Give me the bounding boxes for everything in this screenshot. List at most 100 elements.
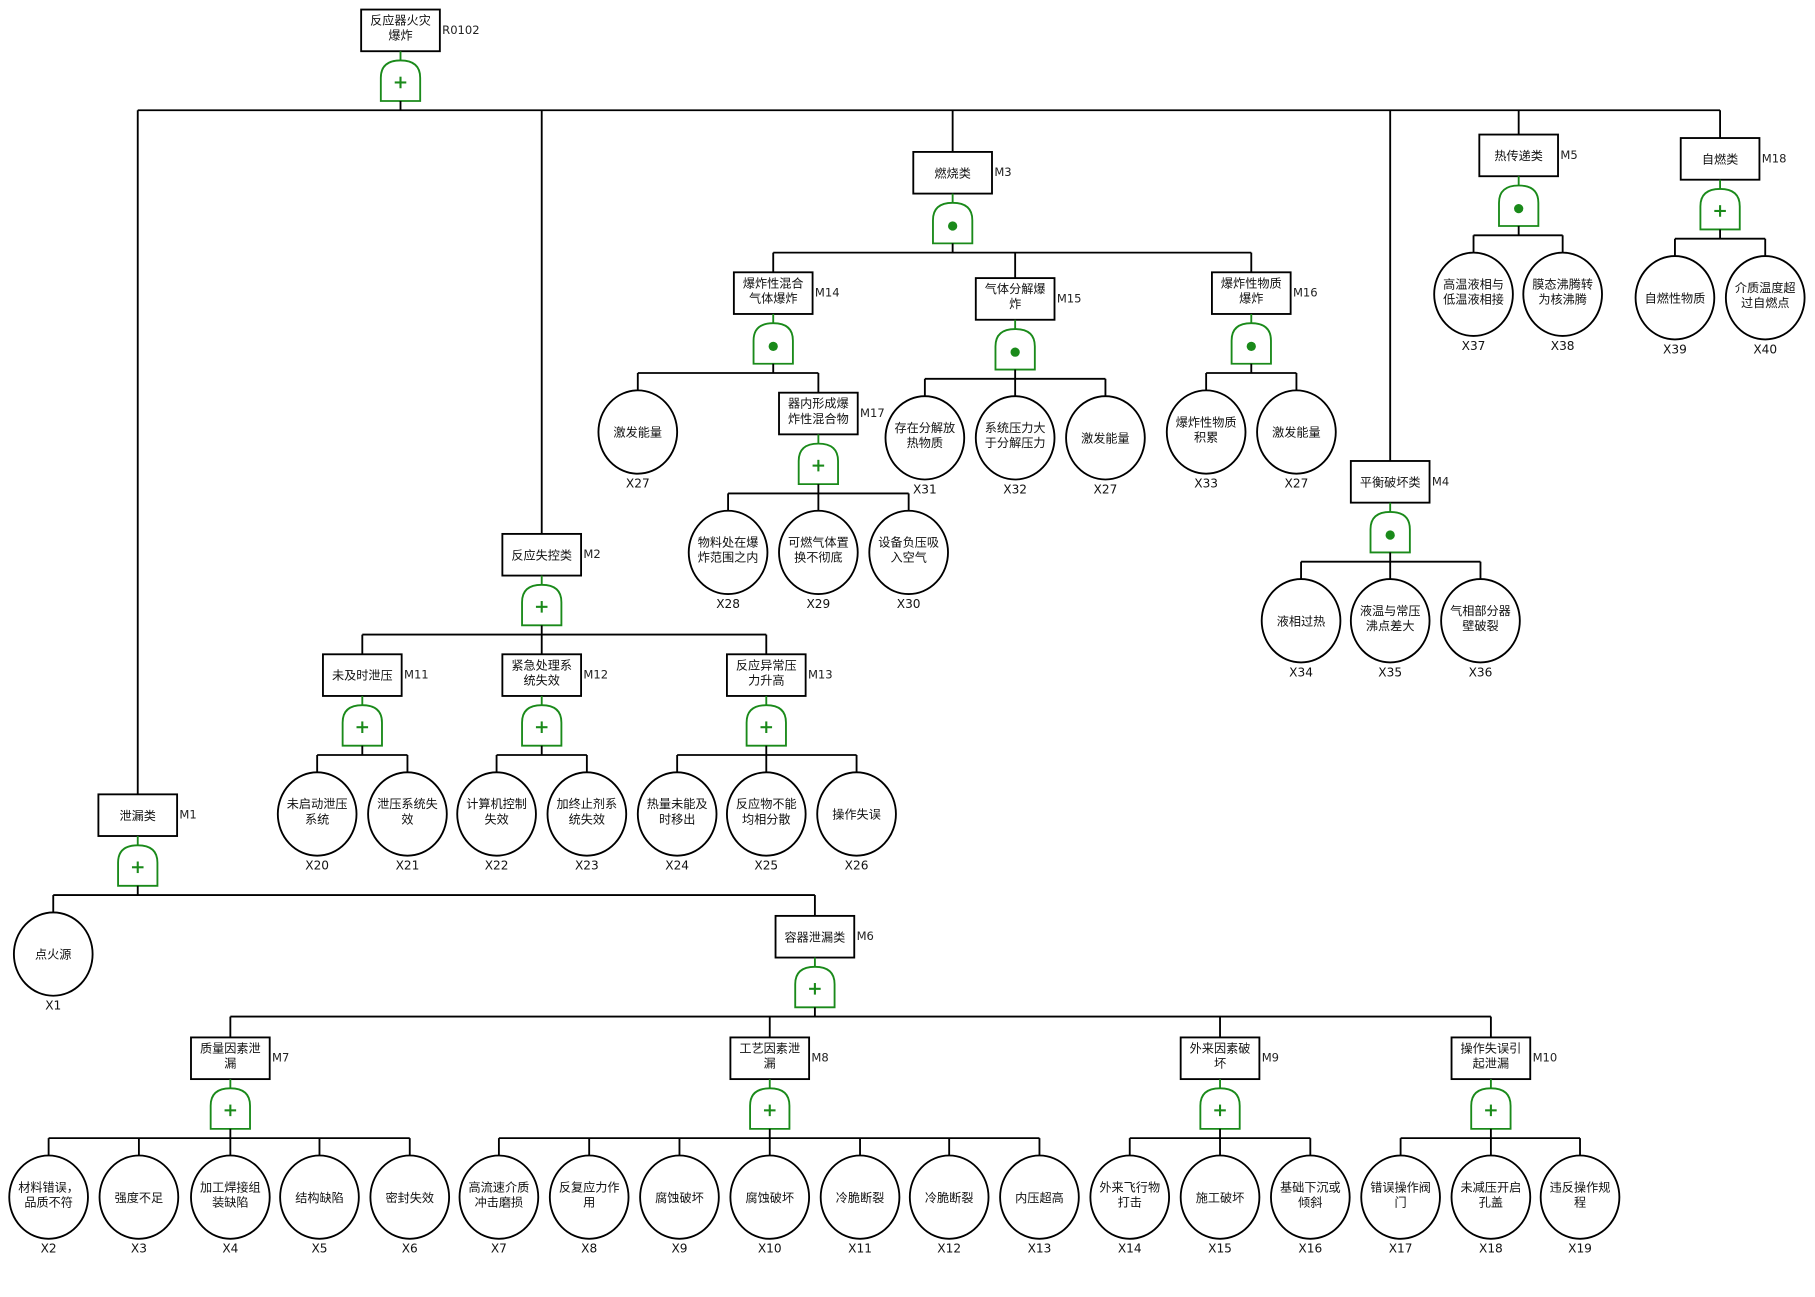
event-box[interactable]: [501, 532, 583, 577]
basic-event-circle[interactable]: [868, 509, 949, 596]
basic-event-X26[interactable]: 操作失误 X26: [816, 754, 897, 873]
basic-event-circle[interactable]: [369, 1154, 451, 1240]
basic-event-circle[interactable]: [999, 1154, 1080, 1240]
basic-event-X15[interactable]: 施工破坏 X15: [1179, 1138, 1261, 1256]
basic-event-circle[interactable]: [729, 1154, 811, 1240]
basic-event-circle[interactable]: [1349, 578, 1431, 664]
event-box[interactable]: [1478, 133, 1559, 178]
basic-event-circle[interactable]: [12, 911, 94, 997]
basic-event-circle[interactable]: [1634, 255, 1716, 341]
basic-event-X2[interactable]: 材料错误，品质不符 X2: [8, 1138, 89, 1256]
basic-event-circle[interactable]: [819, 1154, 901, 1240]
basic-event-circle[interactable]: [726, 771, 807, 857]
basic-event-circle[interactable]: [1260, 578, 1342, 664]
basic-event-X39[interactable]: 自燃性物质 X39: [1634, 238, 1716, 357]
basic-event-circle[interactable]: [1065, 395, 1146, 481]
event-box[interactable]: [774, 914, 856, 959]
basic-event-X9[interactable]: 腐蚀破坏 X9: [639, 1138, 720, 1256]
basic-event-X3[interactable]: 强度不足 X3: [98, 1138, 180, 1256]
basic-event-X12[interactable]: 冷脆断裂 X12: [908, 1138, 990, 1256]
intermediate-event-M5[interactable]: 热传递类 M5: [1473, 110, 1578, 237]
intermediate-event-M4[interactable]: 平衡破坏类 M4: [1301, 110, 1481, 563]
basic-event-circle[interactable]: [190, 1154, 271, 1240]
basic-event-circle[interactable]: [1089, 1154, 1171, 1240]
basic-event-circle[interactable]: [908, 1154, 990, 1240]
basic-event-circle[interactable]: [597, 389, 679, 475]
basic-event-X11[interactable]: 冷脆断裂 X11: [819, 1138, 901, 1256]
basic-event-X34[interactable]: 液相过热 X34: [1260, 561, 1342, 680]
intermediate-event-M2[interactable]: 反应失控类 M2: [362, 110, 767, 636]
basic-event-circle[interactable]: [636, 771, 718, 857]
basic-event-circle[interactable]: [548, 1154, 630, 1240]
basic-event-circle[interactable]: [1440, 578, 1521, 664]
basic-event-circle[interactable]: [456, 771, 537, 857]
basic-event-circle[interactable]: [1724, 255, 1806, 341]
event-box[interactable]: [1349, 460, 1431, 504]
basic-event-X6[interactable]: 密封失效 X6: [369, 1138, 451, 1256]
basic-event-X27[interactable]: 激发能量 X27: [597, 373, 679, 491]
event-box[interactable]: [501, 653, 583, 697]
basic-event-circle[interactable]: [458, 1154, 540, 1240]
basic-event-X1[interactable]: 点火源 X1: [12, 895, 94, 1013]
basic-event-circle[interactable]: [1522, 251, 1603, 337]
basic-event-X10[interactable]: 腐蚀破坏 X10: [729, 1138, 811, 1256]
event-box[interactable]: [912, 150, 993, 195]
event-box[interactable]: [732, 271, 814, 315]
basic-event-circle[interactable]: [816, 771, 897, 857]
basic-event-circle[interactable]: [367, 771, 448, 857]
intermediate-event-M6[interactable]: 容器泄漏类 M6: [230, 895, 1491, 1018]
basic-event-circle[interactable]: [279, 1154, 360, 1240]
intermediate-event-M18[interactable]: 自燃类 M18: [1674, 110, 1787, 240]
basic-event-circle[interactable]: [1433, 251, 1514, 337]
basic-event-X27[interactable]: 激发能量 X27: [1065, 378, 1146, 497]
intermediate-event-M11[interactable]: 未及时泄压 M11: [317, 634, 429, 756]
basic-event-circle[interactable]: [1450, 1154, 1532, 1240]
event-box[interactable]: [360, 8, 441, 53]
event-box[interactable]: [729, 1036, 811, 1081]
basic-event-circle[interactable]: [276, 771, 358, 857]
basic-event-circle[interactable]: [1539, 1154, 1621, 1240]
basic-event-circle[interactable]: [1360, 1154, 1441, 1240]
event-box[interactable]: [726, 653, 807, 697]
basic-event-circle[interactable]: [884, 395, 966, 481]
basic-event-circle[interactable]: [546, 771, 628, 857]
intermediate-event-M1[interactable]: 泄漏类 M1: [53, 110, 815, 896]
basic-event-circle[interactable]: [687, 509, 769, 596]
basic-event-circle[interactable]: [1256, 389, 1337, 475]
basic-event-X13[interactable]: 内压超高 X13: [999, 1138, 1080, 1256]
